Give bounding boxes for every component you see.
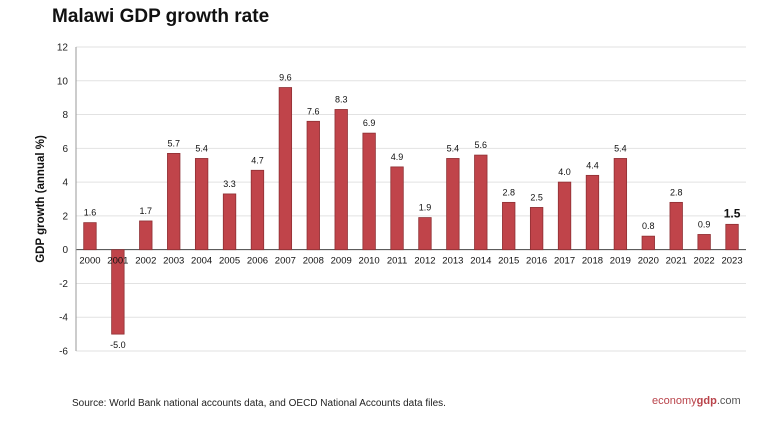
- value-label-2012: 1.9: [419, 203, 432, 213]
- x-tick-label-2021: 2021: [666, 256, 687, 267]
- y-tick-label: 4: [62, 178, 68, 189]
- y-tick-label: 12: [57, 43, 69, 54]
- bar-2004: [194, 158, 209, 251]
- x-tick-label-2017: 2017: [554, 256, 575, 267]
- value-label-2003: 5.7: [167, 138, 180, 148]
- bar-2008: [306, 120, 320, 251]
- value-label-2006: 4.7: [251, 155, 264, 165]
- x-tick-labels: 2000 2001 2002 2003 2004 2005 2006 2007 2008 2009…: [79, 256, 742, 267]
- bar-2021: [669, 201, 683, 251]
- value-label-2008: 7.6: [307, 106, 320, 116]
- y-tick-label: 6: [62, 144, 68, 155]
- bar-2006: [250, 169, 265, 251]
- value-label-2016: 2.5: [530, 192, 543, 202]
- bar-chart: 12 10 8 6 4 2 0 -2 -4 -6 1.6 -5.0 1.7 5.7 5.4 3.3 4.7 9.…: [35, 43, 746, 358]
- bar-2016: [529, 207, 544, 251]
- value-labels: 1.6 -5.0 1.7 5.7 5.4 3.3 4.7 9.6 7.6 8.3 6.9 4.9 1.9…: [84, 73, 741, 351]
- value-label-2004: 5.4: [195, 143, 208, 153]
- bar-2019: [613, 158, 628, 251]
- gridlines: [75, 46, 746, 352]
- bar-2015: [502, 201, 516, 251]
- bar-2000: [83, 222, 97, 251]
- bar-2023: [725, 223, 739, 251]
- x-tick-label-2002: 2002: [135, 256, 156, 267]
- bar-2009: [334, 109, 348, 251]
- bar-2007: [278, 87, 293, 251]
- y-tick-label: 0: [62, 245, 68, 256]
- value-label-2023: 1.5: [724, 206, 741, 220]
- bar-2003: [167, 152, 181, 251]
- value-label-2005: 3.3: [223, 179, 236, 189]
- x-tick-label-2020: 2020: [638, 256, 659, 267]
- x-tick-label-2008: 2008: [303, 256, 324, 267]
- bar-2022: [697, 234, 711, 251]
- bar-2013: [446, 158, 460, 251]
- value-label-2013: 5.4: [447, 143, 460, 153]
- bar-2001: [111, 249, 125, 335]
- bar-2017: [557, 181, 572, 251]
- x-tick-label-2001: 2001: [107, 256, 128, 267]
- brand-part-3: .com: [716, 395, 741, 407]
- x-tick-label-2011: 2011: [387, 256, 407, 267]
- value-label-2020: 0.8: [642, 221, 655, 231]
- x-tick-label-2010: 2010: [359, 256, 380, 267]
- x-tick-label-2006: 2006: [247, 256, 268, 267]
- x-tick-label-2022: 2022: [694, 256, 715, 267]
- bar-2014: [474, 154, 488, 251]
- y-tick-label: -4: [59, 313, 68, 324]
- y-tick-label: -6: [59, 347, 68, 358]
- value-label-2010: 6.9: [363, 118, 376, 128]
- value-label-2015: 2.8: [502, 187, 515, 197]
- bar-2020: [641, 235, 655, 251]
- x-tick-label-2000: 2000: [79, 256, 100, 267]
- source-note: Source: World Bank national accounts dat…: [72, 398, 446, 409]
- y-tick-labels: 12 10 8 6 4 2 0 -2 -4 -6: [57, 43, 69, 358]
- brand-logo: economygdp.com: [652, 395, 741, 407]
- x-tick-label-2013: 2013: [442, 256, 463, 267]
- x-tick-label-2012: 2012: [414, 256, 435, 267]
- value-label-2007: 9.6: [279, 73, 292, 83]
- value-label-2009: 8.3: [335, 94, 348, 104]
- bar-2010: [362, 132, 376, 251]
- x-tick-label-2009: 2009: [331, 256, 352, 267]
- value-label-2022: 0.9: [698, 219, 711, 229]
- value-label-2011: 4.9: [391, 152, 404, 162]
- x-tick-label-2004: 2004: [191, 256, 212, 267]
- value-label-2014: 5.6: [475, 140, 488, 150]
- x-tick-label-2005: 2005: [219, 256, 240, 267]
- bar-2012: [418, 217, 432, 251]
- x-tick-label-2007: 2007: [275, 256, 296, 267]
- y-tick-label: 8: [62, 110, 68, 121]
- chart-title: Malawi GDP growth rate: [52, 6, 270, 27]
- x-tick-label-2023: 2023: [721, 256, 742, 267]
- y-tick-label: 10: [57, 76, 69, 87]
- y-axis-label: GDP growth (annual %): [35, 135, 47, 263]
- value-label-2000: 1.6: [84, 208, 97, 218]
- y-tick-label: -2: [59, 279, 68, 290]
- bar-2011: [390, 166, 404, 251]
- value-label-2018: 4.4: [586, 160, 599, 170]
- value-label-2021: 2.8: [670, 187, 683, 197]
- x-tick-label-2019: 2019: [610, 256, 631, 267]
- value-label-2002: 1.7: [140, 206, 153, 216]
- value-label-2019: 5.4: [614, 143, 627, 153]
- bar-2002: [139, 220, 153, 251]
- brand-part-2: gdp: [696, 395, 717, 407]
- x-tick-label-2003: 2003: [163, 256, 184, 267]
- x-tick-label-2014: 2014: [470, 256, 491, 267]
- x-tick-label-2015: 2015: [498, 256, 519, 267]
- x-tick-label-2016: 2016: [526, 256, 547, 267]
- x-tick-label-2018: 2018: [582, 256, 603, 267]
- bar-2005: [222, 193, 237, 251]
- value-label-2001: -5.0: [110, 340, 126, 350]
- y-tick-label: 2: [62, 211, 68, 222]
- brand-part-1: economy: [652, 395, 697, 407]
- bars: [83, 87, 739, 335]
- bar-2018: [585, 174, 600, 251]
- value-label-2017: 4.0: [558, 167, 571, 177]
